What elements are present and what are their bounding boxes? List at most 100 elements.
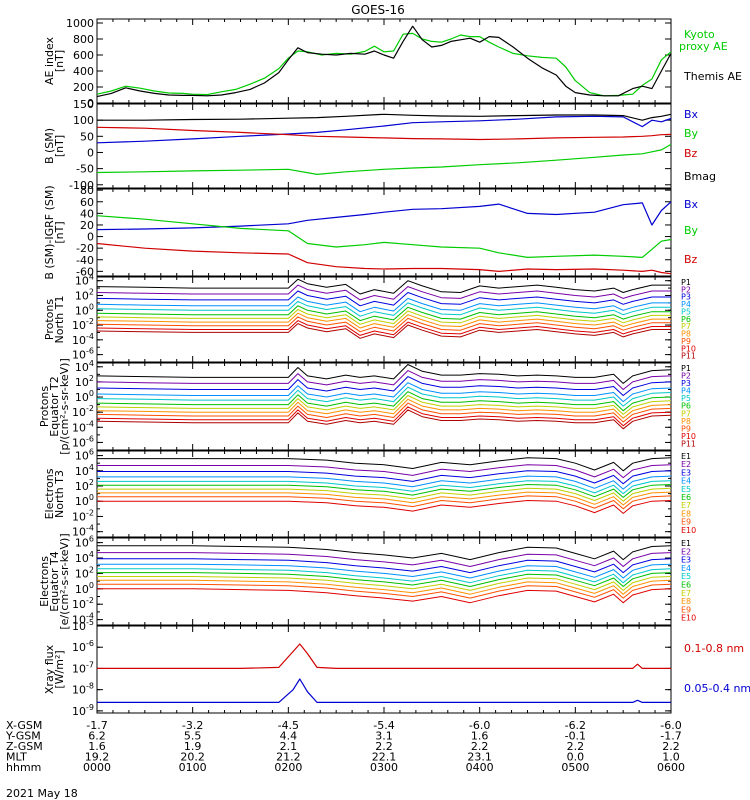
ephemeris-row-label: MLT — [6, 751, 27, 764]
y-tick-label: 10-2 — [72, 317, 94, 332]
y-tick-label: 10-7 — [72, 660, 94, 675]
ephemeris-value: -1.7 — [660, 730, 681, 743]
series-line-by — [96, 215, 672, 258]
panel-xray: 10-5 10-6 10-7 10-8 10-9 Xray flux[W/m²] 0.1-0… — [43, 618, 750, 718]
channel-line-P1 — [96, 278, 671, 295]
legend-label: E7 — [681, 501, 691, 510]
channel-line-P8 — [96, 312, 671, 329]
legend-label: P6 — [681, 402, 691, 411]
tick-exponent: -7 — [86, 660, 94, 669]
y-tick-label: 20 — [80, 219, 94, 232]
legend-label: E2 — [681, 547, 691, 556]
series-line-themis-ae — [96, 25, 672, 98]
ephemeris-row-label: Y-GSM — [5, 730, 41, 743]
legend-label: E10 — [681, 526, 696, 535]
y-axis-label: AE index — [43, 36, 56, 85]
tick-exponent: 6 — [89, 535, 94, 544]
channel-line-E5 — [97, 568, 672, 584]
y-axis-label: Electrons — [38, 556, 51, 607]
y-tick-label: 800 — [73, 33, 94, 46]
tick-exponent: -6 — [86, 639, 94, 648]
y-tick-label: 0 — [87, 231, 94, 244]
legend-label: P5 — [681, 394, 691, 403]
y-tick-label: 100 — [75, 493, 94, 508]
channel-line-P3 — [96, 376, 672, 396]
legend-label: E3 — [681, 556, 691, 565]
legend-label: E5 — [681, 485, 691, 494]
ephemeris-value: 2.2 — [567, 740, 585, 753]
legend-label: Bmag — [684, 170, 716, 183]
legend-label: P5 — [681, 307, 691, 316]
channel-line-P10 — [96, 406, 672, 427]
panel-frame — [96, 625, 672, 714]
y-tick-label: -50 — [76, 163, 94, 176]
ephemeris-value: 0000 — [83, 761, 111, 774]
ephemeris-value: -6.0 — [469, 719, 490, 732]
ephemeris-value: 0600 — [657, 761, 685, 774]
y-axis-label: Protons — [43, 299, 56, 340]
legend-label: P11 — [681, 439, 696, 448]
ephemeris-value: 5.5 — [184, 730, 202, 743]
ephemeris-value: -3.2 — [182, 719, 203, 732]
tick-exponent: 0 — [89, 493, 94, 502]
tick-exponent: -2 — [86, 596, 94, 605]
ephemeris-value: 22.1 — [372, 751, 397, 764]
y-tick-label: 100 — [75, 581, 94, 596]
channel-line-P6 — [96, 391, 672, 412]
series-line-kyoto-proxy-ae — [96, 32, 672, 97]
legend-label: By — [684, 224, 699, 237]
y-tick-label: 10-4 — [72, 332, 94, 347]
y-tick-label: 10-4 — [72, 419, 94, 434]
y-tick-label: 10-2 — [72, 596, 94, 611]
ephemeris-value: 4.4 — [280, 730, 298, 743]
y-tick-label: 10-9 — [72, 703, 94, 718]
channel-line-E2 — [97, 552, 672, 567]
ephemeris-value: -6.0 — [660, 719, 681, 732]
panel-ae: 1000 800 600 400 200 0 AE index[nT] Kyotoproxy … — [43, 17, 742, 110]
legend-label: Bx — [684, 108, 699, 121]
legend-label: P10 — [681, 344, 696, 353]
ephemeris-value: 20.2 — [180, 751, 205, 764]
series-line-bz — [96, 242, 672, 275]
channel-line-P9 — [96, 316, 671, 333]
y-tick-label: 104 — [75, 359, 94, 374]
channel-line-E6 — [97, 484, 672, 498]
legend-label: P4 — [681, 300, 691, 309]
ephemeris-value: -1.7 — [86, 719, 107, 732]
legend-label: E9 — [681, 518, 691, 527]
legend-label: E8 — [681, 509, 691, 518]
channel-line-E1 — [97, 457, 672, 472]
legend-label: P4 — [681, 387, 691, 396]
y-tick-label: 10-2 — [72, 508, 94, 523]
y-tick-label: 10-2 — [72, 404, 94, 419]
legend-label: P1 — [681, 364, 691, 373]
legend-label: E1 — [681, 452, 691, 461]
channel-line-P8 — [96, 398, 672, 419]
legend-label: P1 — [681, 278, 691, 287]
legend-label: P8 — [681, 330, 691, 339]
channel-line-E8 — [97, 491, 672, 506]
ephemeris-value: 1.6 — [88, 740, 106, 753]
y-tick-label: -20 — [76, 242, 94, 255]
channel-line-P3 — [96, 290, 671, 307]
tick-exponent: -5 — [86, 618, 94, 627]
ephemeris-value: 1.6 — [471, 730, 489, 743]
ephemeris-value: 23.1 — [467, 751, 492, 764]
y-tick-label: 150 — [73, 98, 94, 111]
channel-line-E1 — [97, 545, 672, 561]
tick-exponent: -8 — [86, 682, 94, 691]
legend-label: P11 — [681, 352, 696, 361]
y-tick-label: 102 — [75, 565, 94, 580]
channel-line-E5 — [97, 480, 672, 495]
channel-line-E2 — [97, 464, 672, 479]
ephemeris-value: 19.2 — [85, 751, 110, 764]
channel-line-E6 — [97, 572, 672, 587]
legend-label: P9 — [681, 424, 691, 433]
y-tick-label: 100 — [75, 389, 94, 404]
